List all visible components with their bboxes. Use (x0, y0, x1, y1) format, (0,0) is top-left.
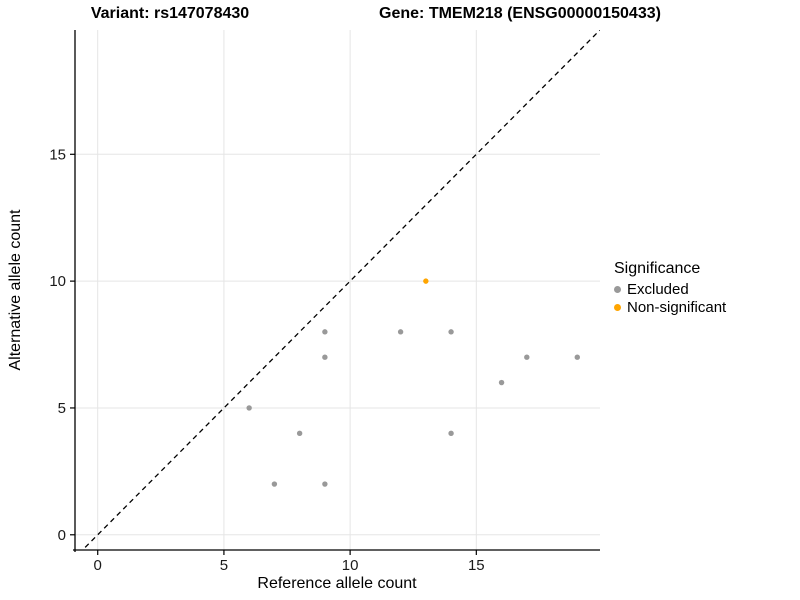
data-point (574, 354, 580, 360)
identity-line (81, 30, 600, 550)
data-point (524, 354, 530, 360)
data-point (322, 354, 328, 360)
legend-title: Significance (614, 260, 701, 277)
data-point (271, 481, 278, 487)
excluded-dot-icon (614, 286, 621, 293)
x-tick-label: 5 (220, 557, 228, 574)
x-axis-label: Reference allele count (257, 575, 417, 592)
y-tick-label: 0 (58, 527, 66, 544)
data-point (246, 405, 252, 411)
legend-item-excluded: Excluded (614, 281, 726, 298)
y-tick-label: 10 (49, 273, 66, 290)
data-point (322, 481, 328, 487)
data-point (423, 278, 429, 284)
legend-label-excluded: Excluded (627, 281, 689, 298)
non-significant-dot-icon (614, 304, 621, 311)
x-tick-label: 10 (342, 557, 359, 574)
legend: Significance Excluded Non-significant (614, 260, 726, 317)
data-point (397, 329, 404, 335)
data-point (498, 379, 505, 386)
y-tick-label: 15 (49, 146, 66, 163)
x-tick-label: 15 (468, 557, 485, 574)
x-tick-label: 0 (94, 557, 102, 574)
data-point (448, 430, 454, 437)
gene-title: Gene: TMEM218 (ENSG00000150433) (379, 5, 661, 22)
data-point (322, 329, 328, 335)
variant-title: Variant: rs147078430 (90, 5, 250, 22)
data-point (296, 430, 303, 437)
legend-label-non-significant: Non-significant (627, 299, 727, 316)
legend-item-non-significant: Non-significant (614, 299, 726, 316)
data-point (448, 329, 454, 335)
y-axis-label: Alternative allele count (7, 209, 24, 371)
y-tick-label: 5 (58, 400, 66, 417)
